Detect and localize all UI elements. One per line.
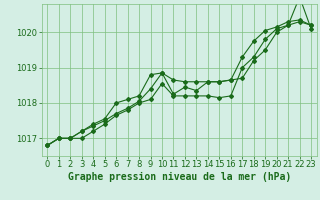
X-axis label: Graphe pression niveau de la mer (hPa): Graphe pression niveau de la mer (hPa) [68, 172, 291, 182]
